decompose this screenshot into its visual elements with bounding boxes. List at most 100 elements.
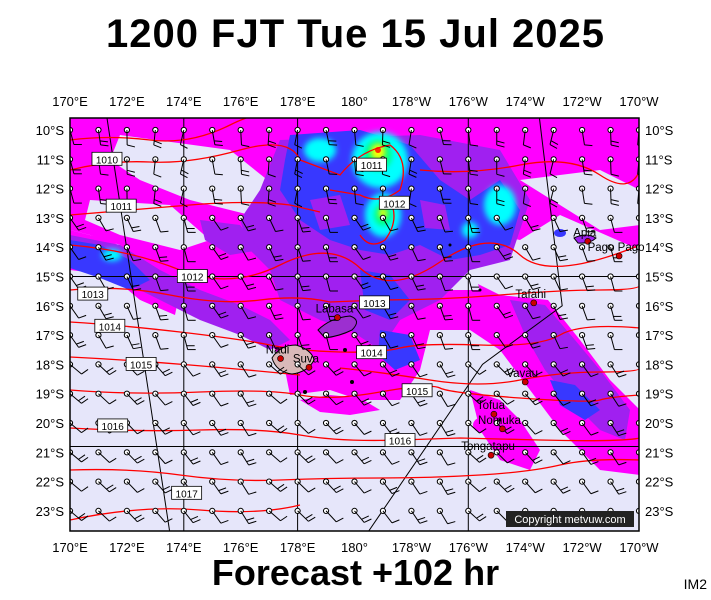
wind-barb (522, 126, 531, 149)
place-labasa: Labasa (316, 304, 354, 321)
wind-barb (237, 332, 257, 349)
svg-text:Tafahi: Tafahi (515, 289, 546, 301)
wind-barb (95, 302, 114, 320)
wind-barb (408, 419, 428, 436)
wind-barb (465, 390, 487, 405)
lon-label-bottom: 170°E (52, 540, 88, 555)
wind-barb (294, 244, 311, 262)
lat-label-left: 13°S (36, 211, 65, 226)
place-suva: Suva (293, 353, 320, 371)
wind-barb (379, 244, 399, 261)
wind-barb (237, 361, 257, 378)
wind-barb (522, 390, 543, 406)
wind-barb (607, 126, 619, 148)
wind-barb (607, 449, 627, 466)
wind-barb (266, 390, 288, 404)
lon-label-bottom: 176°W (449, 540, 489, 555)
wind-barb (180, 244, 196, 263)
wind-barb (550, 332, 568, 350)
wind-barb (607, 390, 627, 407)
wind-barb (465, 214, 481, 233)
place-pago-pago: Pago Pago (588, 242, 645, 260)
wind-barb (152, 507, 173, 523)
svg-text:Nadi: Nadi (266, 345, 290, 357)
isobar-label: 1012 (176, 269, 208, 284)
wind-barb (152, 156, 162, 178)
wind-barb (579, 332, 596, 350)
wind-barb (266, 507, 288, 522)
lon-label-top: 176°E (223, 94, 259, 109)
wind-barb (408, 332, 426, 350)
wind-barb (493, 156, 505, 177)
lon-label-bottom: 172°W (563, 540, 603, 555)
svg-text:1012: 1012 (383, 199, 406, 210)
wind-barb (209, 361, 229, 378)
wind-barb (209, 244, 229, 260)
wind-barb (436, 419, 456, 437)
wind-barb (436, 390, 456, 408)
svg-text:Tofua: Tofua (477, 400, 506, 412)
wind-barb (294, 449, 316, 464)
svg-text:Apia: Apia (573, 227, 597, 239)
wind-barb (408, 156, 418, 178)
place-nadi: Nadi (266, 345, 290, 362)
wind-barb (322, 214, 338, 233)
wind-barb (493, 332, 514, 348)
wind-barb (465, 244, 481, 263)
place-nomuka: Nomuka (478, 415, 521, 433)
svg-text:Pago Pago: Pago Pago (588, 242, 645, 254)
wind-barb (266, 478, 288, 492)
isobar-label: 1013 (359, 295, 390, 310)
lon-label-top: 178°W (392, 94, 432, 109)
wind-barb (493, 126, 505, 148)
wind-barb (493, 244, 514, 260)
isobar-label: 1017 (171, 485, 203, 500)
wind-barb (237, 244, 257, 261)
wind-barb (379, 361, 400, 377)
wind-barb (579, 126, 593, 147)
wind-barb (351, 244, 371, 260)
lon-label-bottom: 170°W (619, 540, 659, 555)
wind-barb (465, 361, 487, 375)
place-tongatapu: Tongatapu (461, 441, 515, 459)
wind-barb (152, 185, 162, 207)
isobar-label: 1014 (94, 318, 126, 333)
wind-barb (209, 126, 223, 146)
wind-barb (123, 273, 142, 291)
wind-barb (351, 419, 372, 435)
wind-barb (436, 507, 456, 525)
wind-barb (607, 478, 627, 495)
copyright-label: Copyright metvuw.com (514, 514, 625, 526)
wind-barb (95, 507, 117, 522)
wind-barb (607, 273, 623, 292)
lat-label-right: 22°S (645, 475, 674, 490)
lon-label-top: 176°W (449, 94, 489, 109)
wind-barb (408, 273, 426, 291)
wind-barb (209, 507, 229, 524)
lat-label-left: 22°S (36, 475, 65, 490)
place-tofua: Tofua (477, 400, 506, 418)
wind-barb (408, 214, 426, 232)
wind-barb (266, 419, 288, 434)
wind-barb (436, 449, 456, 466)
wind-barb (266, 361, 288, 375)
wind-barb (465, 273, 481, 292)
lon-label-bottom: 178°E (280, 540, 316, 555)
wind-barb (436, 302, 453, 321)
wind-barb (152, 449, 173, 465)
wind-barb (237, 214, 257, 232)
wind-barb (237, 156, 250, 177)
wind-barbs (70, 126, 639, 525)
lat-label-right: 16°S (645, 299, 674, 314)
wind-barb (522, 214, 541, 232)
wind-barb (579, 419, 599, 436)
wind-barb (266, 244, 284, 262)
wind-barb (550, 419, 571, 436)
wind-barb (294, 478, 316, 493)
wind-barb (322, 419, 344, 435)
lon-label-bottom: 180° (341, 540, 368, 555)
wind-barb (294, 419, 316, 434)
lat-label-right: 21°S (645, 445, 674, 460)
wind-barb (123, 214, 142, 232)
wind-barb (522, 332, 541, 349)
